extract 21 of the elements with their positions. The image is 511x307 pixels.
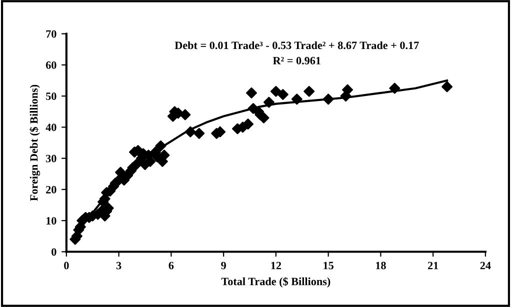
y-tick-label: 0 <box>52 248 56 256</box>
y-tick-label: 20 <box>46 186 56 194</box>
y-tick-label: 40 <box>46 124 56 132</box>
x-tick-label: 12 <box>271 262 282 270</box>
x-tick-label: 15 <box>324 262 334 270</box>
x-tick-label: 18 <box>376 262 386 270</box>
x-tick-label: 24 <box>480 262 491 270</box>
y-tick-label: 60 <box>46 61 56 69</box>
y-tick-label: 30 <box>46 154 56 162</box>
x-tick-label: 9 <box>221 262 226 270</box>
y-tick-label: 70 <box>46 30 56 38</box>
y-tick-label: 50 <box>46 92 56 100</box>
x-tick-label: 6 <box>168 262 174 270</box>
annotation: Debt = 0.01 Trade³ - 0.53 Trade² + 8.67 Trade + 0.17 <box>174 41 419 50</box>
y-tick-label: 10 <box>46 217 56 225</box>
x-axis-title: Total Trade ($ Billions) <box>221 277 330 288</box>
x-tick-label: 0 <box>64 262 69 270</box>
x-tick-label: 3 <box>116 262 122 270</box>
x-tick-label: 21 <box>428 262 438 270</box>
y-axis-title: Foreign Debt ($ Billions) <box>30 84 40 201</box>
annotation: R² = 0.961 <box>272 56 320 64</box>
